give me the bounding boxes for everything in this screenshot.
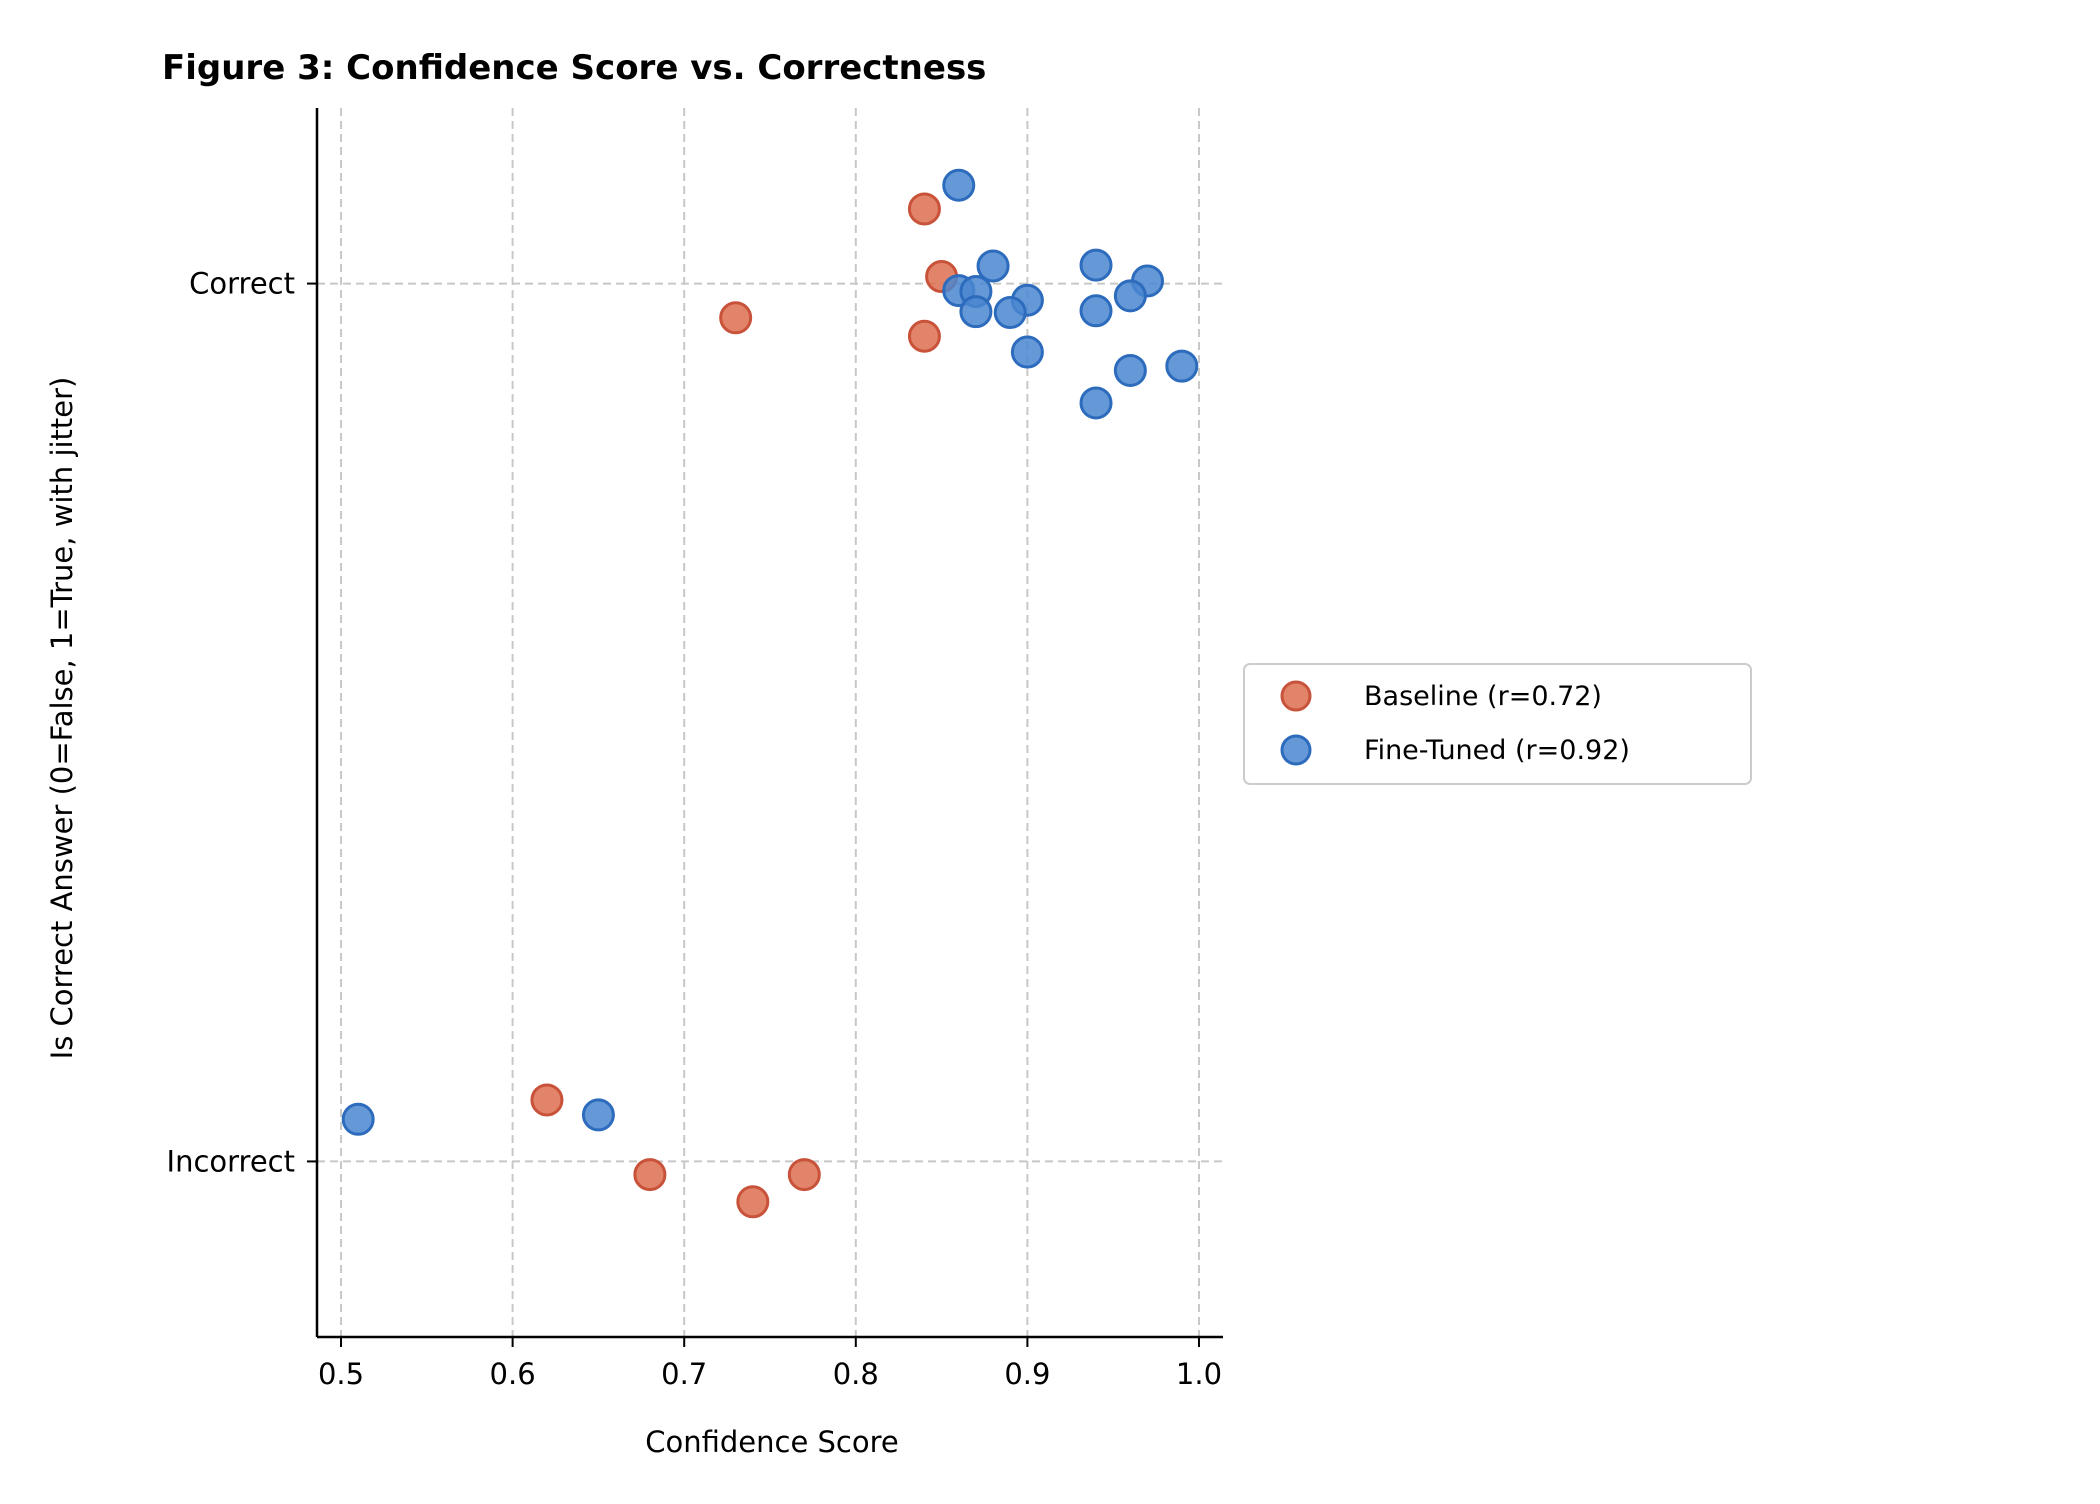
fine-tuned-point	[1079, 386, 1113, 420]
x-tick-label: 0.9	[1004, 1357, 1050, 1391]
fine-tuned-point	[993, 296, 1027, 330]
chart-title: Figure 3: Confidence Score vs. Correctne…	[162, 48, 986, 88]
y-tick-label: Correct	[189, 267, 295, 301]
fine-tuned-point	[942, 168, 976, 202]
fine-tuned-point	[1079, 248, 1113, 282]
x-tick-label: 0.5	[318, 1357, 364, 1391]
points-layer	[341, 168, 1199, 1219]
baseline-point	[787, 1158, 821, 1192]
y-tick-label: Incorrect	[167, 1144, 295, 1178]
y-axis-label: Is Correct Answer (0=False, 1=True, with…	[45, 377, 79, 1060]
baseline-point	[907, 192, 941, 226]
legend-label-baseline: Baseline (r=0.72)	[1364, 681, 1602, 712]
baseline-point	[530, 1083, 564, 1117]
x-tick-label: 1.0	[1176, 1357, 1222, 1391]
legend-frame	[1243, 663, 1752, 785]
legend-marker-fine-tuned	[1280, 734, 1312, 766]
x-axis-label: Confidence Score	[645, 1425, 899, 1459]
fine-tuned-point	[1165, 349, 1199, 383]
baseline-point	[719, 301, 753, 335]
fine-tuned-point	[1079, 294, 1113, 328]
fine-tuned-point	[1113, 353, 1147, 387]
baseline-point	[736, 1185, 770, 1219]
fine-tuned-point	[581, 1098, 615, 1132]
legend: Baseline (r=0.72) Fine-Tuned (r=0.92)	[1243, 663, 1752, 785]
fine-tuned-point	[341, 1102, 375, 1136]
baseline-point	[907, 319, 941, 353]
x-tick-label: 0.6	[490, 1357, 536, 1391]
grid-layer	[317, 108, 1223, 1337]
fine-tuned-point	[1010, 335, 1044, 369]
legend-marker-baseline	[1280, 680, 1312, 712]
x-tick-label: 0.7	[661, 1357, 707, 1391]
axes-layer: 0.5 0.6 0.7 0.8 0.9 1.0 Incorrect Correct	[167, 108, 1223, 1391]
legend-label-fine-tuned: Fine-Tuned (r=0.92)	[1364, 735, 1630, 766]
fine-tuned-point	[959, 295, 993, 329]
x-tick-label: 0.8	[833, 1357, 879, 1391]
baseline-point	[633, 1158, 667, 1192]
fine-tuned-point	[1113, 279, 1147, 313]
fine-tuned-point	[976, 249, 1010, 283]
